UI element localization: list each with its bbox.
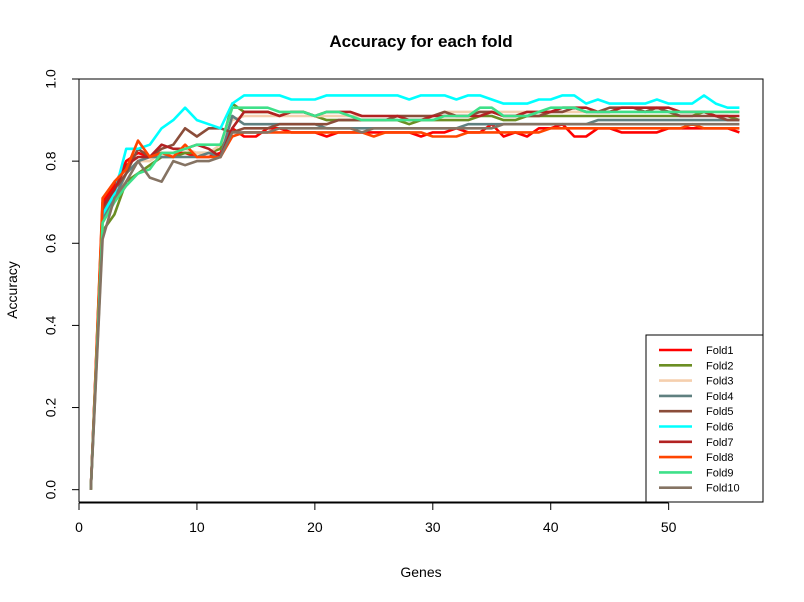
series-line-fold9 xyxy=(89,106,740,490)
x-tick-label: 20 xyxy=(307,519,323,535)
legend-label-fold6: Fold6 xyxy=(706,422,734,434)
series-line-fold6 xyxy=(89,94,740,490)
legend-box xyxy=(645,334,764,503)
x-axis-label: Genes xyxy=(400,564,441,580)
x-tick-label: 0 xyxy=(75,519,83,535)
chart-title: Accuracy for each fold xyxy=(329,32,512,51)
y-axis-label: Accuracy xyxy=(4,261,20,319)
x-tick-label: 30 xyxy=(425,519,441,535)
legend-label-fold7: Fold7 xyxy=(706,437,734,449)
x-tick-label: 50 xyxy=(661,519,677,535)
y-axis: 0.0 0.2 0.4 0.6 0.8 1.0 xyxy=(43,69,80,500)
legend-label-fold3: Fold3 xyxy=(706,376,734,388)
legend-label-fold1: Fold1 xyxy=(706,345,734,357)
y-tick-label: 0.0 xyxy=(43,480,59,500)
x-tick-label: 40 xyxy=(543,519,559,535)
x-axis: 0 10 20 30 40 50 xyxy=(75,502,677,535)
series-line-fold10 xyxy=(89,122,740,490)
legend-label-fold9: Fold9 xyxy=(706,467,734,479)
series-line-fold8 xyxy=(89,122,740,490)
legend-label-fold10: Fold10 xyxy=(706,483,740,495)
legend: Fold1 Fold2 Fold3 Fold4 Fold5 Fold6 Fold7 Fold8… xyxy=(645,334,764,503)
y-tick-label: 0.4 xyxy=(43,315,59,335)
y-tick-label: 0.6 xyxy=(43,233,59,253)
series-layer xyxy=(89,94,740,490)
x-tick-label: 10 xyxy=(189,519,205,535)
legend-label-fold2: Fold2 xyxy=(706,360,734,372)
y-tick-label: 0.8 xyxy=(43,151,59,171)
legend-label-fold5: Fold5 xyxy=(706,406,734,418)
y-tick-label: 0.2 xyxy=(43,398,59,418)
legend-label-fold8: Fold8 xyxy=(706,452,734,464)
y-tick-label: 1.0 xyxy=(43,69,59,89)
legend-label-fold4: Fold4 xyxy=(706,391,734,403)
